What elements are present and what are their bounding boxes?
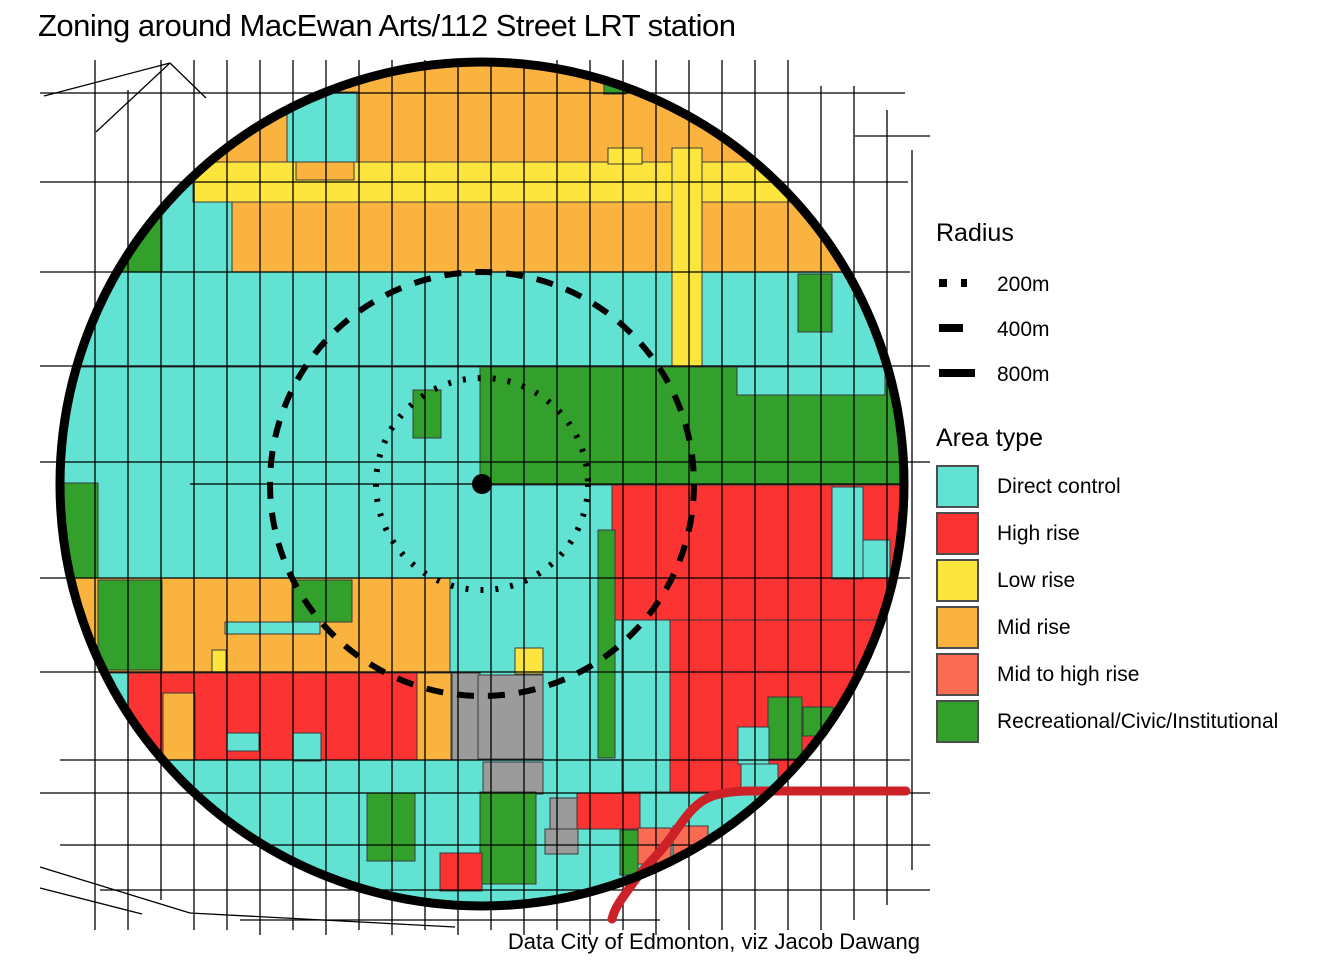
area-type-legend-label: Mid to high rise [997, 662, 1140, 686]
radius-legend-item: 200m [936, 262, 1340, 307]
streets-layer [39, 60, 930, 935]
radius-legend-items: 200m 400m 800m [936, 262, 1340, 397]
legend: Radius 200m 400m 800m Area type Direct con… [936, 218, 1340, 747]
radius-legend-label: 800m [997, 362, 1050, 386]
legend-swatch-recreational_civic_institutional [936, 700, 979, 743]
radius-legend-title: Radius [936, 219, 1014, 247]
legend-swatch-mid_to_high_rise [936, 653, 979, 696]
area-type-legend-items: Direct control High rise Low rise Mid rise M… [936, 465, 1340, 743]
radius-legend-label: 400m [997, 317, 1050, 341]
area-type-legend-item: Mid rise [936, 606, 1340, 649]
highlighted-road [607, 786, 911, 924]
area-type-legend-item: Low rise [936, 559, 1340, 602]
radius-circle-400m [267, 269, 697, 699]
area-type-legend-label: Mid rise [997, 615, 1071, 639]
solid-line-sample-icon [936, 366, 997, 384]
area-type-legend-item: Recreational/Civic/Institutional [936, 700, 1340, 743]
station-dot [472, 474, 492, 494]
area-type-legend-item: Direct control [936, 465, 1340, 508]
radius-circle-800m [55, 57, 909, 911]
figure-title: Zoning around MacEwan Arts/112 Street LR… [38, 8, 736, 43]
area-type-legend-label: High rise [997, 521, 1080, 545]
radius-legend-item: 800m [936, 352, 1340, 397]
area-type-legend-title: Area type [936, 424, 1044, 452]
legend-swatch-mid_rise [936, 606, 979, 649]
legend-swatch-direct_control [936, 465, 979, 508]
area-type-legend-label: Recreational/Civic/Institutional [997, 709, 1279, 733]
area-type-legend-item: Mid to high rise [936, 653, 1340, 696]
radius-legend-label: 200m [997, 272, 1050, 296]
radius-legend-item: 400m [936, 307, 1340, 352]
dashed-line-sample-icon [936, 321, 997, 339]
dotted-line-sample-icon [936, 276, 997, 294]
area-type-legend-label: Low rise [997, 568, 1076, 592]
attribution: Data City of Edmonton, viz Jacob Dawang [507, 929, 920, 954]
area-type-legend-item: High rise [936, 512, 1340, 555]
radius-circle-200m [373, 375, 591, 593]
legend-swatch-high_rise [936, 512, 979, 555]
area-type-legend-label: Direct control [997, 474, 1121, 498]
legend-swatch-low_rise [936, 559, 979, 602]
